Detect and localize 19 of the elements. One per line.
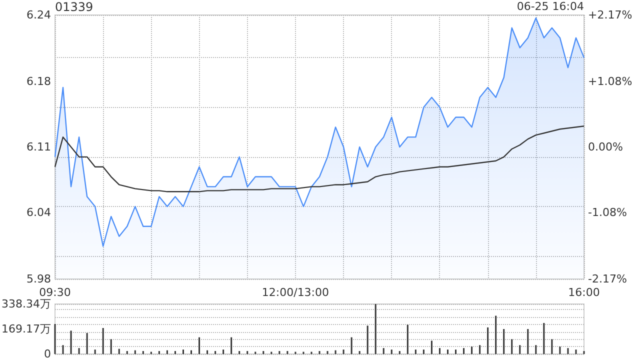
- y2-tick-label: 0.00%: [588, 140, 623, 154]
- y-tick-label: 6.18: [26, 74, 51, 88]
- y-tick-label: 5.98: [26, 272, 51, 286]
- y2-tick-label: +2.17%: [588, 8, 632, 22]
- y-tick-label: 338.34万: [2, 298, 51, 310]
- y-tick-label: 6.24: [26, 8, 51, 22]
- y2-tick-label: -2.17%: [588, 272, 627, 286]
- line-series: [54, 126, 585, 192]
- y-tick-label: 169.17万: [2, 322, 51, 336]
- x-tick-label: 12:00/13:00: [262, 286, 330, 299]
- text: 06-25 16:04: [516, 0, 584, 13]
- y-tick-label: 0: [44, 348, 51, 360]
- x-tick-label: 16:00: [568, 286, 600, 299]
- x-tick-label: 09:30: [39, 286, 71, 299]
- y2-tick-label: -1.08%: [588, 206, 627, 220]
- y-tick-label: 6.11: [26, 140, 51, 154]
- y2-tick-label: +1.08%: [588, 74, 632, 88]
- chart-title: 01339: [55, 0, 94, 14]
- y-tick-label: 6.04: [26, 206, 51, 220]
